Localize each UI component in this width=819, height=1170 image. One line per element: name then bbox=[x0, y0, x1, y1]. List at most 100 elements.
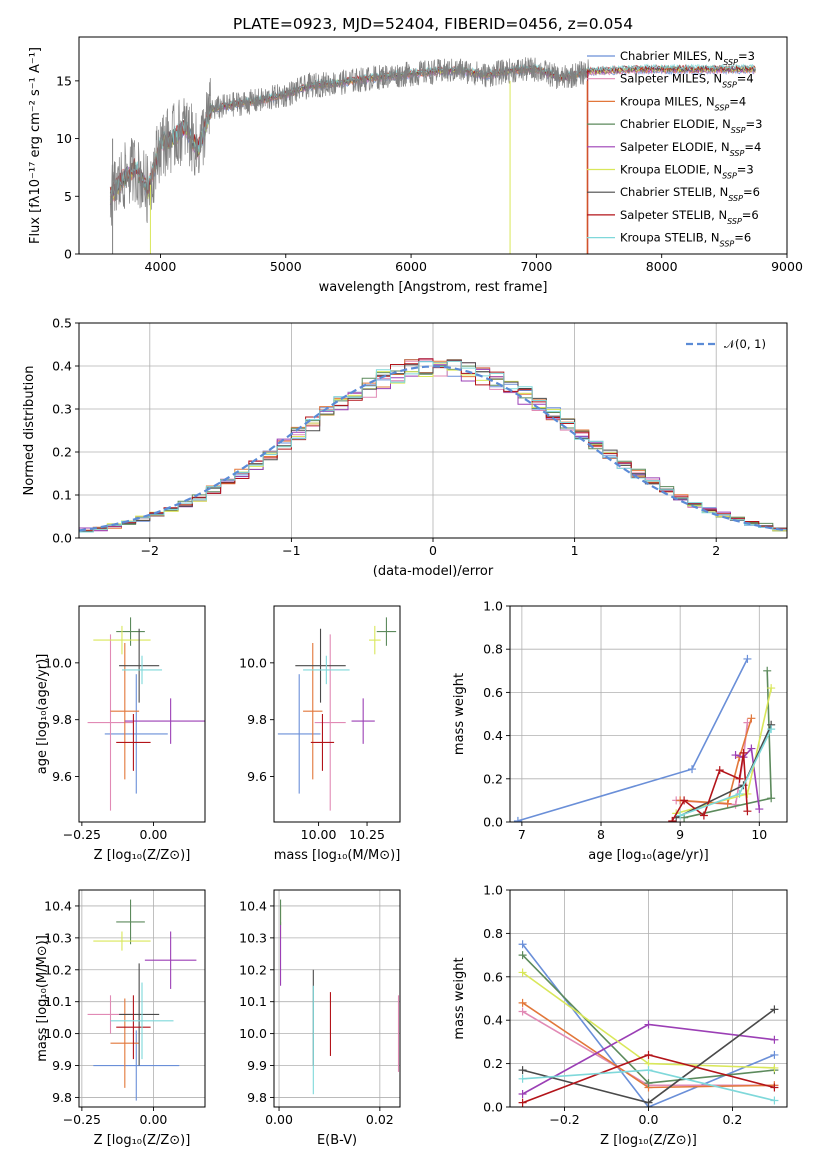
weight-marker-salpeter_stelib bbox=[668, 816, 677, 822]
legend-entry-kroupa_stelib: Kroupa STELIB, NSSP=6 bbox=[620, 231, 751, 249]
axes-spectrum bbox=[109, 57, 756, 254]
x-tick-label: −0.2 bbox=[549, 1112, 579, 1127]
x-tick-label: 1 bbox=[571, 543, 579, 558]
x-axis-label: E(B-V) bbox=[317, 1133, 357, 1148]
legend-value: =4 bbox=[737, 72, 754, 86]
legend-value: =3 bbox=[737, 163, 754, 177]
weight-marker-salpeter_elodie bbox=[747, 744, 756, 753]
frame-weight_vs_age: 7 8 9 10 0.0 0.2 0.4 0.6 0.8 1.0 age [log₁₀(age/yr… bbox=[452, 599, 788, 863]
figure-title: PLATE=0923, MJD=52404, FIBERID=0456, z=0… bbox=[233, 15, 633, 33]
legend-entry-salpeter_miles: Salpeter MILES, NSSP=4 bbox=[620, 72, 754, 90]
y-tick-label: 0.0 bbox=[52, 531, 72, 546]
y-axis-label: mass weight bbox=[452, 957, 467, 1039]
frame-mass_vs_ebv: 0.00 0.02 9.8 9.9 10.0 10.1 10.2 10.3 10.4 E(B-V) bbox=[239, 889, 401, 1148]
legend-normal-label: 𝒩(0, 1) bbox=[724, 337, 766, 351]
y-axis-label: Normed distribution bbox=[22, 366, 37, 496]
x-tick-label: 6000 bbox=[395, 259, 427, 274]
legend-value: =3 bbox=[746, 117, 763, 131]
plot-frame bbox=[273, 605, 401, 823]
frame-mass_vs_Z: −0.25 0.00 9.8 9.9 10.0 10.1 10.2 10.3 10.4 Z [lo… bbox=[35, 889, 206, 1148]
legend-subscript: SSP bbox=[727, 216, 742, 225]
y-tick-label: 1.0 bbox=[483, 599, 503, 614]
weight-marker-kroupa_stelib bbox=[735, 789, 744, 798]
y-axis-label: mass weight bbox=[452, 673, 467, 755]
weight-marker-chabrier_stelib bbox=[518, 1066, 527, 1075]
x-tick-label: 2 bbox=[712, 543, 720, 558]
error-bars bbox=[87, 617, 205, 811]
y-tick-label: 9.6 bbox=[247, 769, 267, 784]
plot-frame bbox=[273, 889, 401, 1108]
weight-marker-salpeter_stelib bbox=[715, 766, 724, 775]
x-tick-label: 10 bbox=[751, 827, 767, 842]
weight-marker-kroupa_stelib bbox=[770, 1096, 779, 1105]
frame-age_vs_mass: 10.00 10.25 9.6 9.8 10.0 mass [log₁₀(M/M⊙)] bbox=[239, 605, 401, 863]
legend-subscript: SSP bbox=[720, 239, 735, 248]
model-spectrum-chabrier_elodie bbox=[109, 66, 756, 200]
legend-subscript: SSP bbox=[730, 148, 745, 157]
y-tick-label: 0.5 bbox=[52, 316, 72, 331]
weight-marker-kroupa_elodie bbox=[770, 1063, 779, 1072]
y-tick-label: 9.8 bbox=[247, 712, 267, 727]
y-axis-label: Flux [fλ10⁻¹⁷ erg cm⁻² s⁻¹ A⁻¹] bbox=[28, 47, 43, 244]
legend-subscript: SSP bbox=[722, 171, 737, 180]
plot-frame bbox=[78, 36, 788, 255]
weight-marker-chabrier_stelib bbox=[644, 1098, 653, 1107]
weight-marker-kroupa_stelib bbox=[676, 811, 685, 820]
legend-model-label: Chabrier STELIB, N bbox=[620, 185, 728, 199]
weight-line-kroupa_miles bbox=[680, 718, 753, 805]
y-tick-label: 9.8 bbox=[52, 1090, 72, 1105]
histograms bbox=[79, 358, 787, 538]
y-tick-label: 10 bbox=[56, 131, 72, 146]
x-tick-label: 0.2 bbox=[722, 1112, 742, 1127]
histogram-kroupa_stelib bbox=[79, 360, 787, 538]
weight-marker-kroupa_miles bbox=[747, 714, 756, 723]
data-spectrum bbox=[109, 57, 590, 226]
y-tick-label: 10.0 bbox=[44, 655, 72, 670]
y-tick-label: 10.3 bbox=[239, 930, 267, 945]
y-tick-label: 0.6 bbox=[483, 969, 503, 984]
x-tick-label: 0 bbox=[429, 543, 437, 558]
weight-marker-salpeter_stelib bbox=[770, 1083, 779, 1092]
weight-marker-chabrier_elodie bbox=[518, 951, 527, 960]
model-spectrum-kroupa_miles bbox=[109, 66, 756, 204]
legend-entry-chabrier_elodie: Chabrier ELODIE, NSSP=3 bbox=[620, 117, 762, 135]
weight-marker-chabrier_miles bbox=[770, 1050, 779, 1059]
y-tick-label: 0.2 bbox=[52, 445, 72, 460]
x-tick-label: 10.25 bbox=[349, 827, 385, 842]
y-tick-label: 9.8 bbox=[247, 1090, 267, 1105]
weight-marker-kroupa_miles bbox=[723, 799, 732, 808]
legend-model-label: Salpeter MILES, N bbox=[620, 72, 722, 86]
y-tick-label: 0.0 bbox=[483, 815, 503, 830]
weight-marker-salpeter_stelib bbox=[699, 811, 708, 820]
weight-marker-salpeter_elodie bbox=[755, 805, 764, 814]
y-tick-label: 0.4 bbox=[483, 1013, 503, 1028]
x-axis-label: mass [log₁₀(M/M⊙)] bbox=[274, 848, 401, 863]
weight-marker-salpeter_elodie bbox=[518, 1089, 527, 1098]
legend-model-label: Chabrier MILES, N bbox=[620, 49, 723, 63]
x-tick-label: 7000 bbox=[520, 259, 552, 274]
plot-frame bbox=[78, 889, 206, 1108]
error-bars bbox=[277, 617, 397, 811]
weight-marker-salpeter_stelib bbox=[743, 807, 752, 816]
frame-age_vs_Z: −0.25 0.00 9.6 9.8 10.0 Z [log₁₀(Z/Z⊙)] age [l… bbox=[35, 605, 206, 863]
x-axis-label: age [log₁₀(age/yr)] bbox=[588, 848, 709, 863]
weight-marker-chabrier_stelib bbox=[770, 1005, 779, 1014]
weight-marker-salpeter_miles bbox=[731, 800, 740, 809]
axes-mass_vs_Z bbox=[79, 890, 205, 1107]
x-tick-label: 0.0 bbox=[639, 1112, 659, 1127]
legend-entry-salpeter_elodie: Salpeter ELODIE, NSSP=4 bbox=[620, 140, 761, 158]
weight-series bbox=[513, 654, 776, 822]
x-tick-label: 0.02 bbox=[366, 1112, 394, 1127]
legend-model-label: Chabrier ELODIE, N bbox=[620, 117, 731, 131]
error-bars bbox=[280, 899, 400, 1095]
weight-marker-chabrier_miles bbox=[743, 654, 752, 663]
legend-entry-salpeter_stelib: Salpeter STELIB, NSSP=6 bbox=[620, 208, 759, 226]
x-tick-label: −0.25 bbox=[63, 827, 101, 842]
y-axis-label: mass [log₁₀(M/M⊙)] bbox=[35, 935, 50, 1062]
x-axis-label: wavelength [Angstrom, rest frame] bbox=[319, 280, 548, 295]
x-tick-label: 0.00 bbox=[265, 1112, 293, 1127]
y-tick-label: 15 bbox=[56, 73, 72, 88]
plot-frame bbox=[78, 605, 206, 823]
x-tick-label: 9 bbox=[676, 827, 684, 842]
legend-value: =3 bbox=[738, 49, 755, 63]
